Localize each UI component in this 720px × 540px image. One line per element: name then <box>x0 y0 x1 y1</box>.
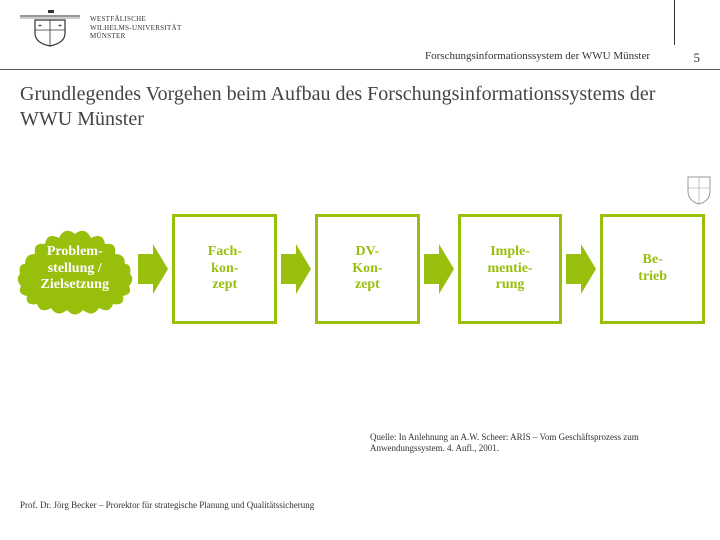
arrow-icon <box>566 239 596 299</box>
process-diagram: Problem- stellung / Zielsetzung Fach- ko… <box>0 144 720 324</box>
logo-shield-icon <box>20 8 80 48</box>
footer-author: Prof. Dr. Jörg Becker – Prorektor für st… <box>20 500 314 510</box>
slide-header: WESTFÄLISCHE WILHELMS-UNIVERSITÄT MÜNSTE… <box>0 0 720 70</box>
cloud-label: Problem- stellung / Zielsetzung <box>41 244 109 294</box>
header-subtitle: Forschungsinformationssystem der WWU Mün… <box>425 50 650 62</box>
side-shield-icon <box>686 175 712 205</box>
process-step-1: Fach- kon- zept <box>172 214 277 324</box>
page-number: 5 <box>694 50 701 66</box>
process-step-2: DV- Kon- zept <box>315 214 420 324</box>
page-title: Grundlegendes Vorgehen beim Aufbau des F… <box>0 70 720 144</box>
process-step-4: Be- trieb <box>600 214 705 324</box>
process-step-3: Imple- mentie- rung <box>458 214 563 324</box>
arrow-icon <box>138 239 168 299</box>
arrow-icon <box>424 239 454 299</box>
university-name: WESTFÄLISCHE WILHELMS-UNIVERSITÄT MÜNSTE… <box>90 15 182 40</box>
header-divider <box>674 0 675 45</box>
arrow-icon <box>281 239 311 299</box>
university-logo: WESTFÄLISCHE WILHELMS-UNIVERSITÄT MÜNSTE… <box>20 8 182 48</box>
source-citation: Quelle: In Anlehnung an A.W. Scheer: ARI… <box>370 432 670 455</box>
process-start-cloud: Problem- stellung / Zielsetzung <box>15 214 134 324</box>
